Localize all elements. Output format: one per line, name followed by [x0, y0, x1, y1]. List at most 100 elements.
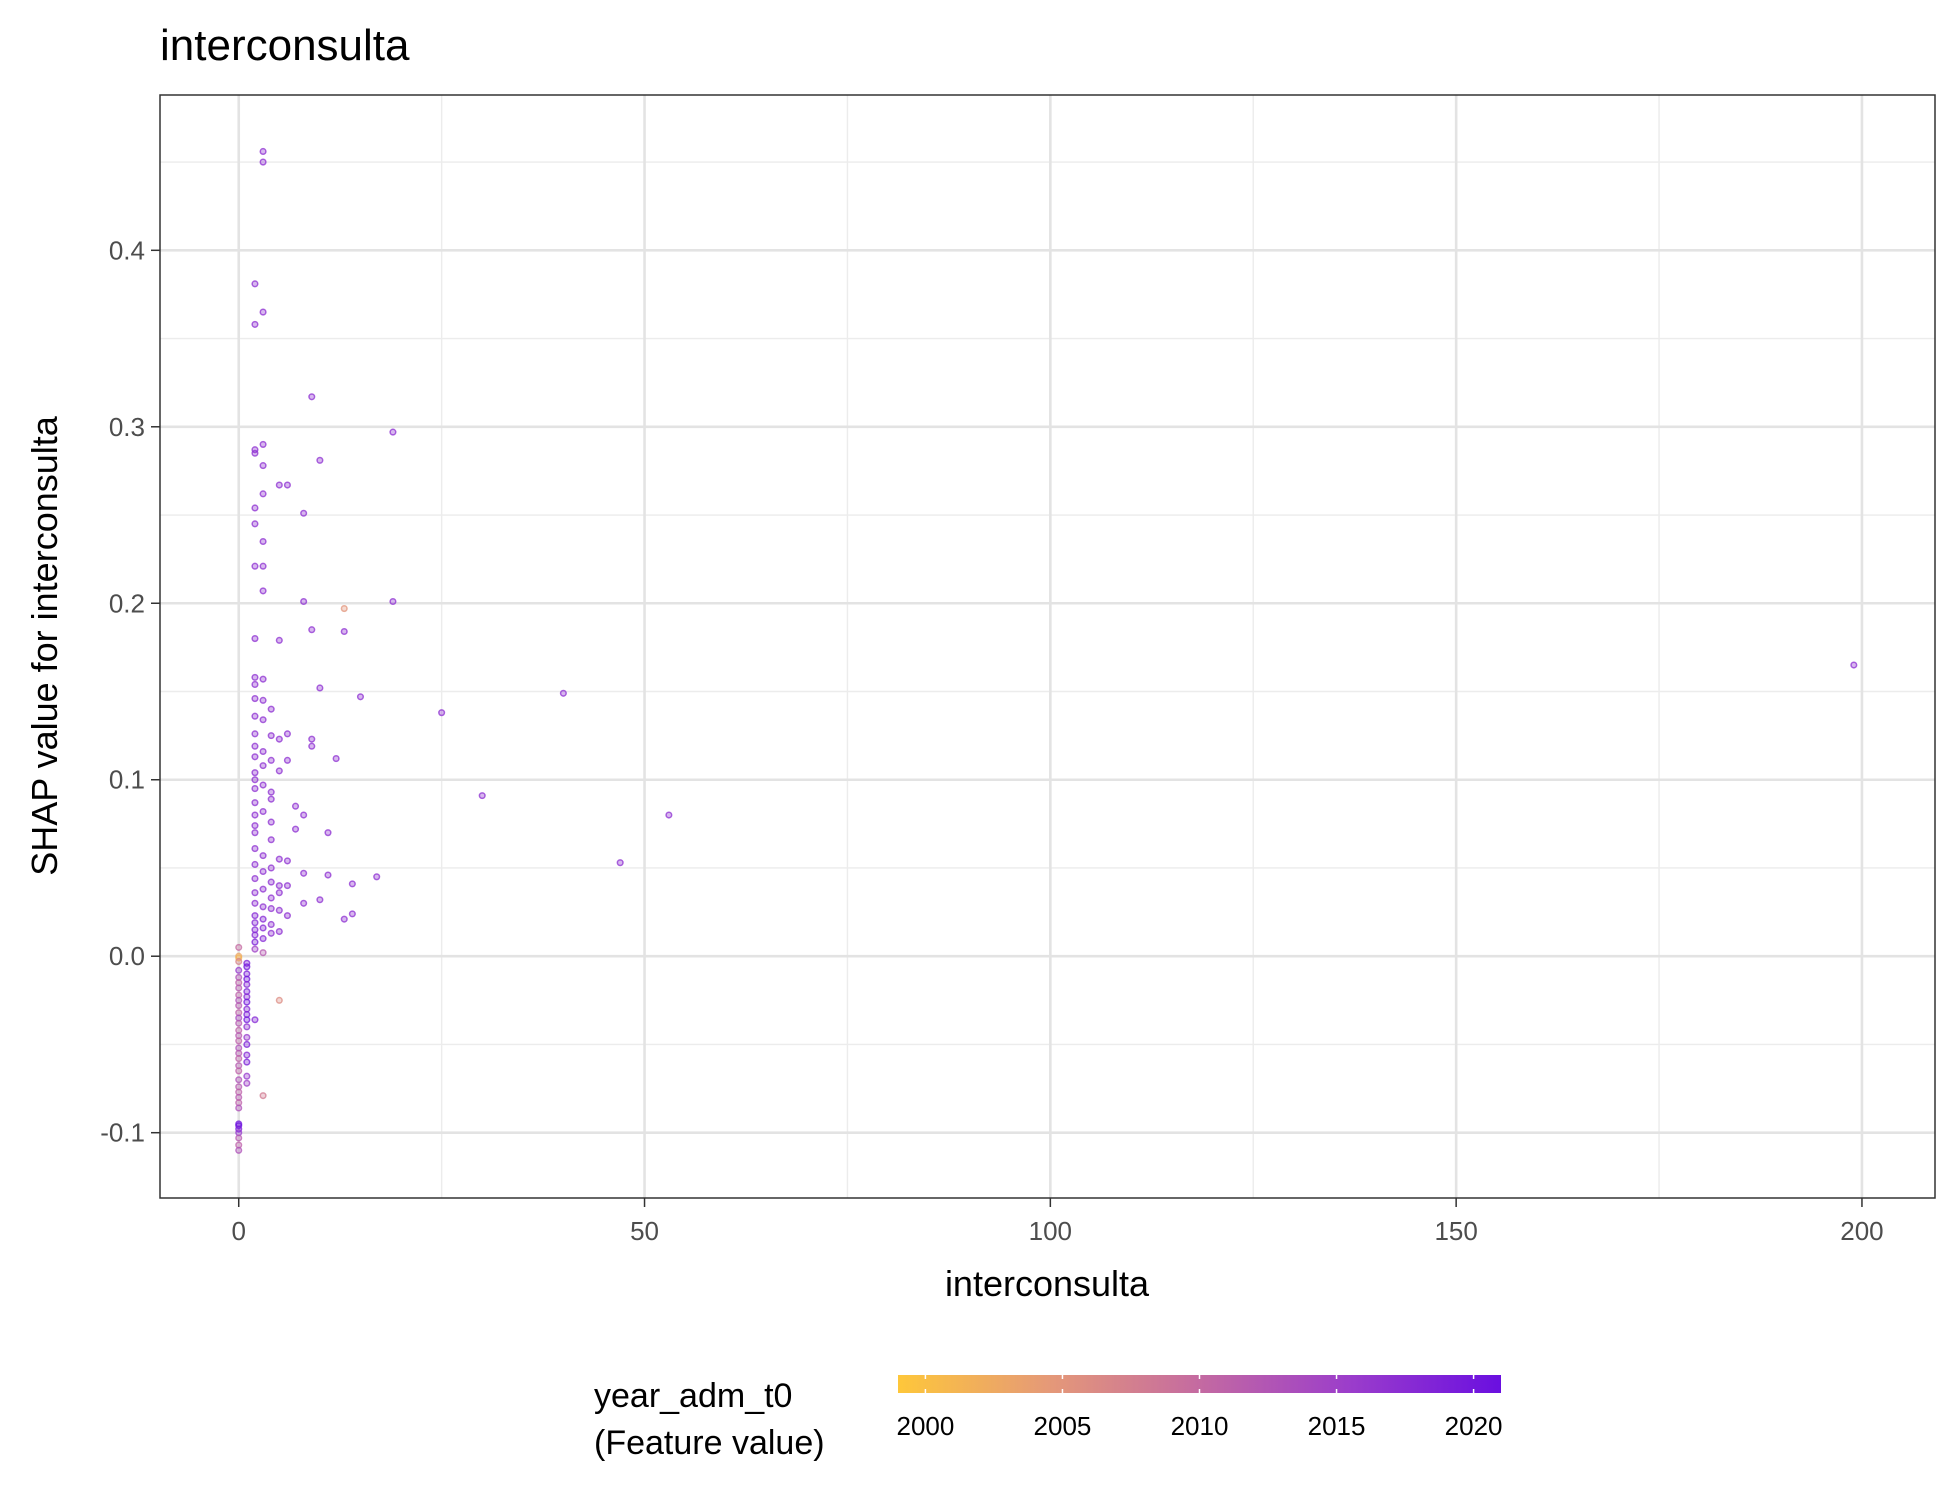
- data-point: [243, 963, 251, 971]
- data-point: [267, 864, 275, 872]
- data-point: [235, 1104, 243, 1112]
- data-point: [251, 730, 259, 738]
- y-tick-label: 0.1: [109, 765, 145, 795]
- data-point: [316, 456, 324, 464]
- data-point: [267, 905, 275, 913]
- legend-tick-label: 2020: [1445, 1411, 1503, 1441]
- data-point: [275, 996, 283, 1004]
- data-point: [243, 1079, 251, 1087]
- data-point: [235, 1055, 243, 1063]
- data-point: [259, 924, 267, 932]
- data-point: [259, 562, 267, 570]
- data-point: [316, 896, 324, 904]
- data-point: [251, 695, 259, 703]
- data-point: [259, 675, 267, 683]
- y-tick-label: 0.2: [109, 588, 145, 618]
- data-point: [251, 1016, 259, 1024]
- data-point: [291, 825, 300, 833]
- x-axis-label: interconsulta: [945, 1263, 1150, 1304]
- data-point: [283, 882, 291, 890]
- data-point: [665, 811, 673, 819]
- data-point: [259, 308, 267, 316]
- data-point: [259, 537, 267, 546]
- data-point: [251, 320, 259, 328]
- data-point: [259, 852, 267, 860]
- data-point: [340, 627, 348, 636]
- data-point: [251, 899, 259, 907]
- data-point: [356, 693, 365, 701]
- data-point: [235, 984, 243, 992]
- data-point: [259, 440, 267, 448]
- data-point: [616, 859, 624, 867]
- data-point: [259, 716, 267, 724]
- legend-ticks: 2000 2005 2010 2015 2020: [896, 1375, 1503, 1441]
- data-point: [275, 636, 283, 644]
- data-point: [235, 1146, 243, 1154]
- legend-tick-label: 2015: [1308, 1411, 1366, 1441]
- data-point: [300, 509, 308, 517]
- data-point: [251, 562, 259, 570]
- data-point: [251, 938, 259, 946]
- data-point: [324, 871, 332, 879]
- data-point: [259, 696, 267, 704]
- data-point: [340, 605, 348, 613]
- data-point: [283, 857, 291, 865]
- data-point: [308, 626, 316, 634]
- data-point: [478, 792, 486, 800]
- data-point: [251, 742, 259, 750]
- scatter-points: [235, 147, 1858, 1154]
- data-point: [251, 520, 259, 528]
- data-point: [308, 393, 316, 401]
- data-point: [243, 1051, 251, 1059]
- data-point: [373, 873, 381, 881]
- data-point: [259, 462, 267, 470]
- data-point: [389, 428, 397, 436]
- data-point: [348, 880, 356, 888]
- data-point: [275, 882, 283, 890]
- data-point: [235, 1037, 243, 1045]
- data-point: [251, 680, 259, 688]
- plot-panel-border: [159, 94, 1936, 1199]
- data-point: [275, 481, 283, 489]
- data-point: [267, 929, 275, 937]
- data-point: [251, 776, 259, 784]
- data-point: [251, 449, 259, 457]
- x-tick-label: 200: [1840, 1216, 1883, 1246]
- data-point: [300, 869, 308, 877]
- legend-tick-label: 2010: [1171, 1411, 1229, 1441]
- data-point: [259, 885, 267, 893]
- data-point: [251, 504, 259, 512]
- data-point: [251, 822, 259, 830]
- x-tick-label: 150: [1434, 1216, 1477, 1246]
- legend-title-line2: (Feature value): [594, 1424, 825, 1462]
- data-point: [243, 1016, 251, 1024]
- data-point: [275, 889, 283, 897]
- data-point: [259, 903, 267, 911]
- data-point: [324, 829, 332, 837]
- data-point: [267, 788, 275, 796]
- data-point: [267, 878, 275, 886]
- data-point: [259, 807, 267, 816]
- data-point: [259, 935, 267, 943]
- color-legend: year_adm_t0 (Feature value) 2000 2005 2010…: [594, 1375, 1503, 1462]
- data-point: [275, 855, 283, 863]
- y-tick-label: 0.3: [109, 412, 145, 442]
- data-point: [251, 769, 259, 777]
- data-point: [332, 755, 340, 763]
- y-axis-label: SHAP value for interconsulta: [24, 415, 65, 876]
- data-point: [251, 673, 259, 681]
- x-tick-label: 50: [630, 1216, 659, 1246]
- data-point: [243, 1072, 251, 1080]
- data-point: [251, 811, 259, 819]
- data-point: [235, 943, 243, 951]
- data-point: [251, 635, 259, 643]
- data-point: [251, 753, 259, 761]
- data-point: [243, 1040, 251, 1049]
- grid-lines: [160, 95, 1935, 1198]
- data-point: [267, 894, 275, 902]
- data-point: [316, 684, 324, 692]
- data-point: [251, 931, 259, 939]
- data-point: [267, 705, 275, 713]
- data-point: [251, 860, 259, 869]
- data-point: [251, 845, 259, 853]
